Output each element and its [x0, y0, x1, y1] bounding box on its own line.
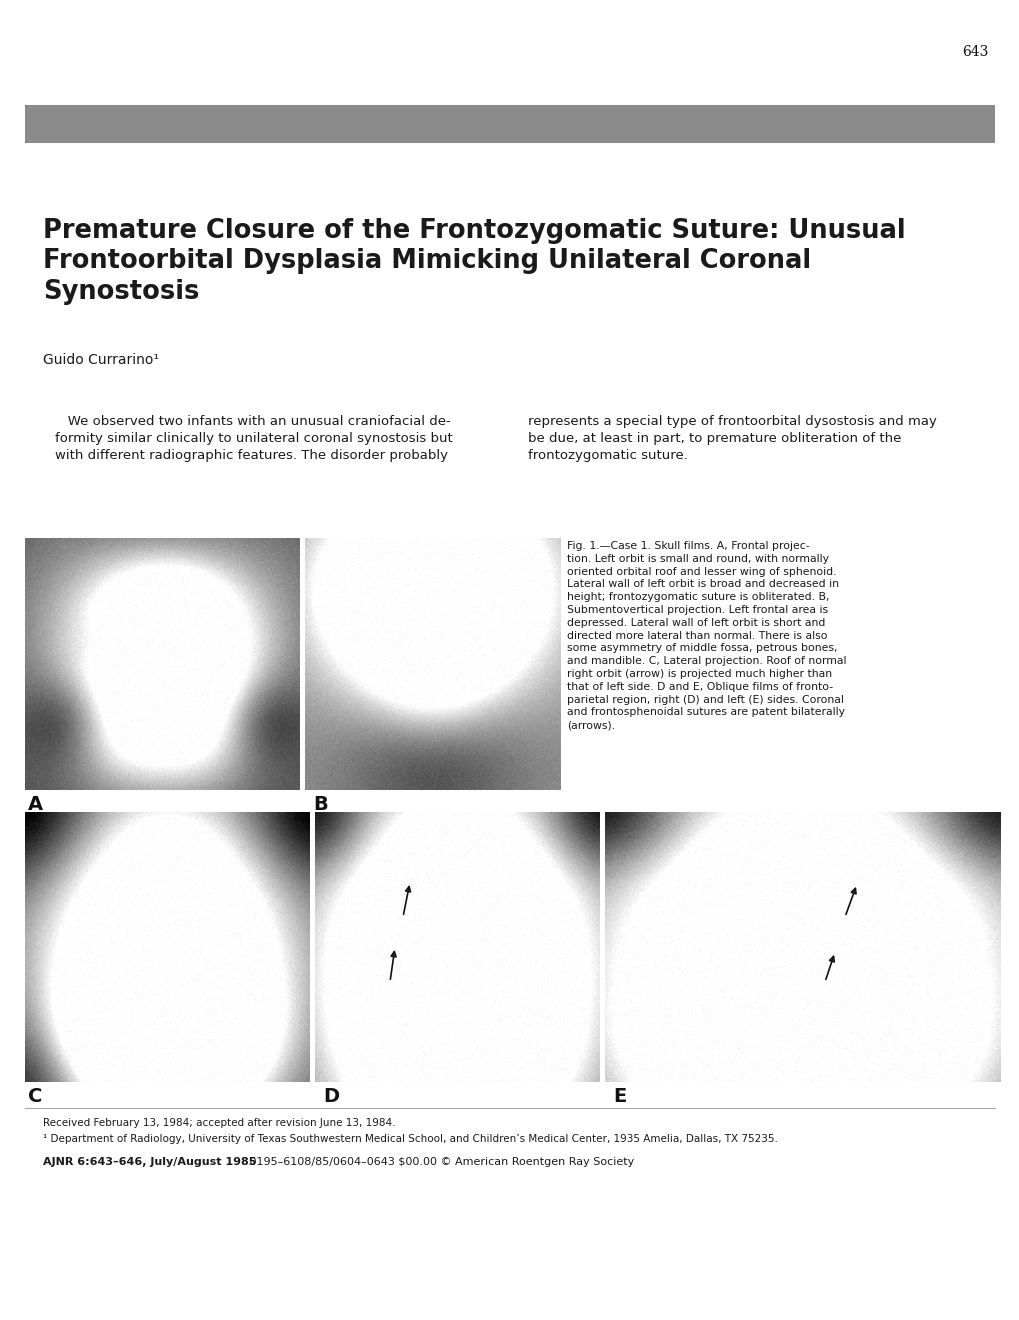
Text: 643: 643	[961, 45, 987, 59]
Text: C: C	[28, 1086, 43, 1106]
Text: AJNR 6:643–646, July/August 1985: AJNR 6:643–646, July/August 1985	[43, 1158, 256, 1167]
Bar	[25, 106, 994, 143]
Text: Fig. 1.—Case 1. Skull films. A, Frontal projec-
tion. Left orbit is small and ro: Fig. 1.—Case 1. Skull films. A, Frontal …	[567, 541, 846, 730]
Text: Premature Closure of the Frontozygomatic Suture: Unusual
Frontoorbital Dysplasia: Premature Closure of the Frontozygomatic…	[43, 218, 905, 305]
Text: A: A	[28, 795, 43, 814]
Text: ¹ Department of Radiology, University of Texas Southwestern Medical School, and : ¹ Department of Radiology, University of…	[43, 1134, 777, 1144]
Text: Received February 13, 1984; accepted after revision June 13, 1984.: Received February 13, 1984; accepted aft…	[43, 1118, 395, 1129]
Text: B: B	[313, 795, 327, 814]
Text: Guido Currarino¹: Guido Currarino¹	[43, 352, 159, 367]
Text: 0195–6108/85/0604–0643 $00.00 © American Roentgen Ray Society: 0195–6108/85/0604–0643 $00.00 © American…	[246, 1158, 634, 1167]
Text: D: D	[323, 1086, 338, 1106]
Text: represents a special type of frontoorbital dysostosis and may
be due, at least i: represents a special type of frontoorbit…	[528, 414, 936, 462]
Text: We observed two infants with an unusual craniofacial de-
formity similar clinica: We observed two infants with an unusual …	[55, 414, 452, 462]
Text: E: E	[612, 1086, 626, 1106]
